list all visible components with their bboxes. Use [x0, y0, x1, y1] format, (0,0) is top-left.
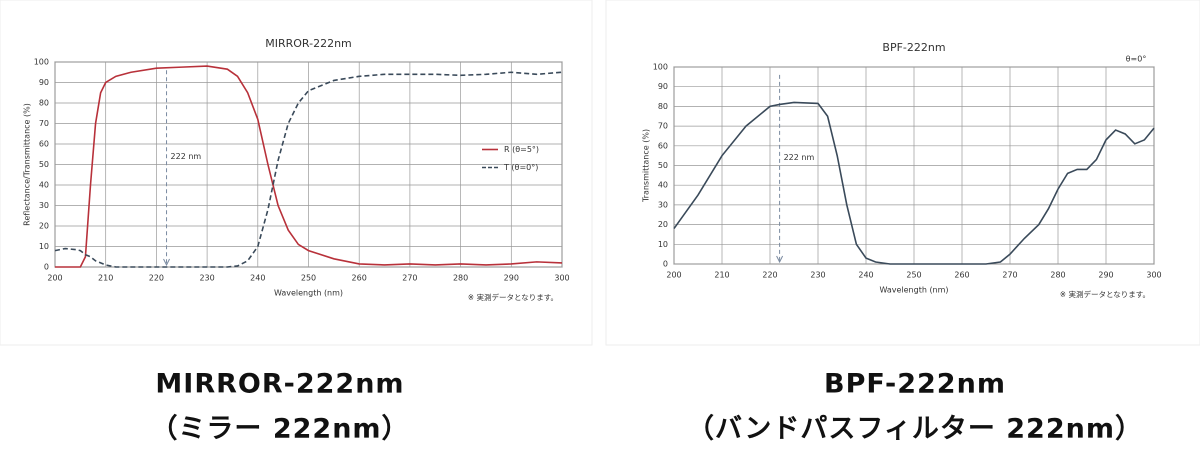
- caption: MIRROR-222nm: [155, 369, 404, 400]
- y-tick-label: 40: [39, 181, 49, 190]
- y-tick-label: 80: [658, 102, 668, 111]
- y-tick-label: 30: [39, 201, 49, 210]
- x-tick-label: 300: [1146, 271, 1161, 280]
- y-tick-label: 90: [39, 78, 49, 87]
- y-tick-label: 10: [39, 242, 49, 251]
- x-tick-label: 260: [954, 271, 969, 280]
- x-axis-label: Wavelength (nm): [879, 286, 948, 295]
- legend-label: R (θ=5°): [504, 145, 539, 154]
- caption: （ミラー 222nm）: [150, 414, 409, 445]
- x-tick-label: 230: [810, 271, 825, 280]
- arrow-head: [776, 255, 784, 264]
- note: ※ 実測データとなります。: [1060, 289, 1150, 299]
- caption: （バンドパスフィルター 222nm）: [687, 414, 1143, 445]
- x-tick-label: 230: [199, 274, 214, 283]
- y-tick-label: 50: [658, 161, 668, 170]
- x-tick-label: 210: [714, 271, 729, 280]
- x-tick-label: 270: [1002, 271, 1017, 280]
- y-tick-label: 70: [658, 122, 668, 131]
- y-tick-label: 100: [653, 63, 668, 72]
- chart-title: MIRROR-222nm: [265, 37, 352, 50]
- x-tick-label: 250: [301, 274, 316, 283]
- x-tick-label: 220: [762, 271, 777, 280]
- x-tick-label: 300: [554, 274, 569, 283]
- y-tick-label: 60: [39, 140, 49, 149]
- x-tick-label: 250: [906, 271, 921, 280]
- x-tick-label: 200: [666, 271, 681, 280]
- y-tick-label: 20: [658, 220, 668, 229]
- x-axis-label: Wavelength (nm): [274, 289, 343, 298]
- y-tick-label: 80: [39, 99, 49, 108]
- x-tick-label: 280: [1050, 271, 1065, 280]
- x-tick-label: 240: [858, 271, 873, 280]
- legend-label: T (θ=0°): [503, 163, 538, 172]
- y-tick-label: 30: [658, 200, 668, 209]
- x-tick-label: 290: [1098, 271, 1113, 280]
- y-axis-label: Reflectance/Transmittance (%): [23, 103, 32, 226]
- y-tick-label: 50: [39, 160, 49, 169]
- arrow-head: [163, 258, 170, 267]
- y-tick-label: 20: [39, 222, 49, 231]
- x-tick-label: 200: [47, 274, 62, 283]
- annotation-label: 222 nm: [784, 153, 815, 162]
- caption: BPF-222nm: [824, 369, 1006, 400]
- x-tick-label: 240: [250, 274, 265, 283]
- annotation-label: 222 nm: [171, 152, 202, 161]
- series-line: [55, 65, 563, 268]
- y-tick-label: 10: [658, 240, 668, 249]
- y-tick-label: 90: [658, 82, 668, 91]
- y-tick-label: 70: [39, 119, 49, 128]
- x-tick-label: 270: [402, 274, 417, 283]
- x-tick-label: 280: [453, 274, 468, 283]
- y-tick-label: 60: [658, 141, 668, 150]
- y-tick-label: 0: [663, 260, 668, 269]
- y-tick-label: 0: [44, 263, 49, 272]
- series-line: [673, 101, 1155, 265]
- x-tick-label: 290: [504, 274, 519, 283]
- subtitle: θ=0°: [1126, 55, 1147, 64]
- y-tick-label: 40: [658, 181, 668, 190]
- note: ※ 実測データとなります。: [468, 292, 558, 302]
- x-tick-label: 220: [149, 274, 164, 283]
- x-tick-label: 260: [352, 274, 367, 283]
- y-tick-label: 100: [34, 58, 49, 67]
- y-axis-label: Transmittance (%): [642, 129, 651, 203]
- chart-title: BPF-222nm: [882, 41, 945, 54]
- x-tick-label: 210: [98, 274, 113, 283]
